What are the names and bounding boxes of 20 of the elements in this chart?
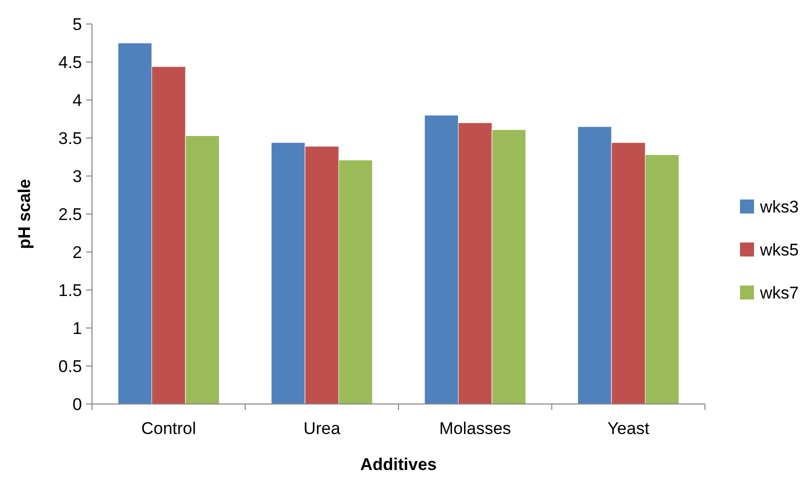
legend-label: wks7 [759,283,799,302]
y-tick-label: 2 [72,242,82,262]
legend-label: wks3 [759,197,799,216]
y-tick-label: 3.5 [58,128,82,148]
legend-label: wks5 [759,240,799,260]
y-tick-label: 5 [72,14,82,34]
y-tick-label: 3 [72,166,82,186]
y-tick-label: 1 [72,318,82,338]
y-tick-label: 4.5 [58,52,82,72]
y-tick-label: 2.5 [58,204,82,224]
x-tick-label: Molasses [439,419,512,438]
x-tick-label: Urea [303,419,341,438]
y-axis-title: pH scale [15,179,34,249]
x-axis-title: Additives [360,455,437,474]
y-tick-label: 1.5 [58,280,82,300]
x-tick-label: Yeast [607,419,650,438]
y-tick-label: 4 [72,90,82,110]
x-tick-label: Control [141,419,196,438]
y-tick-label: 0 [72,394,82,414]
y-tick-label: 0.5 [58,356,82,376]
